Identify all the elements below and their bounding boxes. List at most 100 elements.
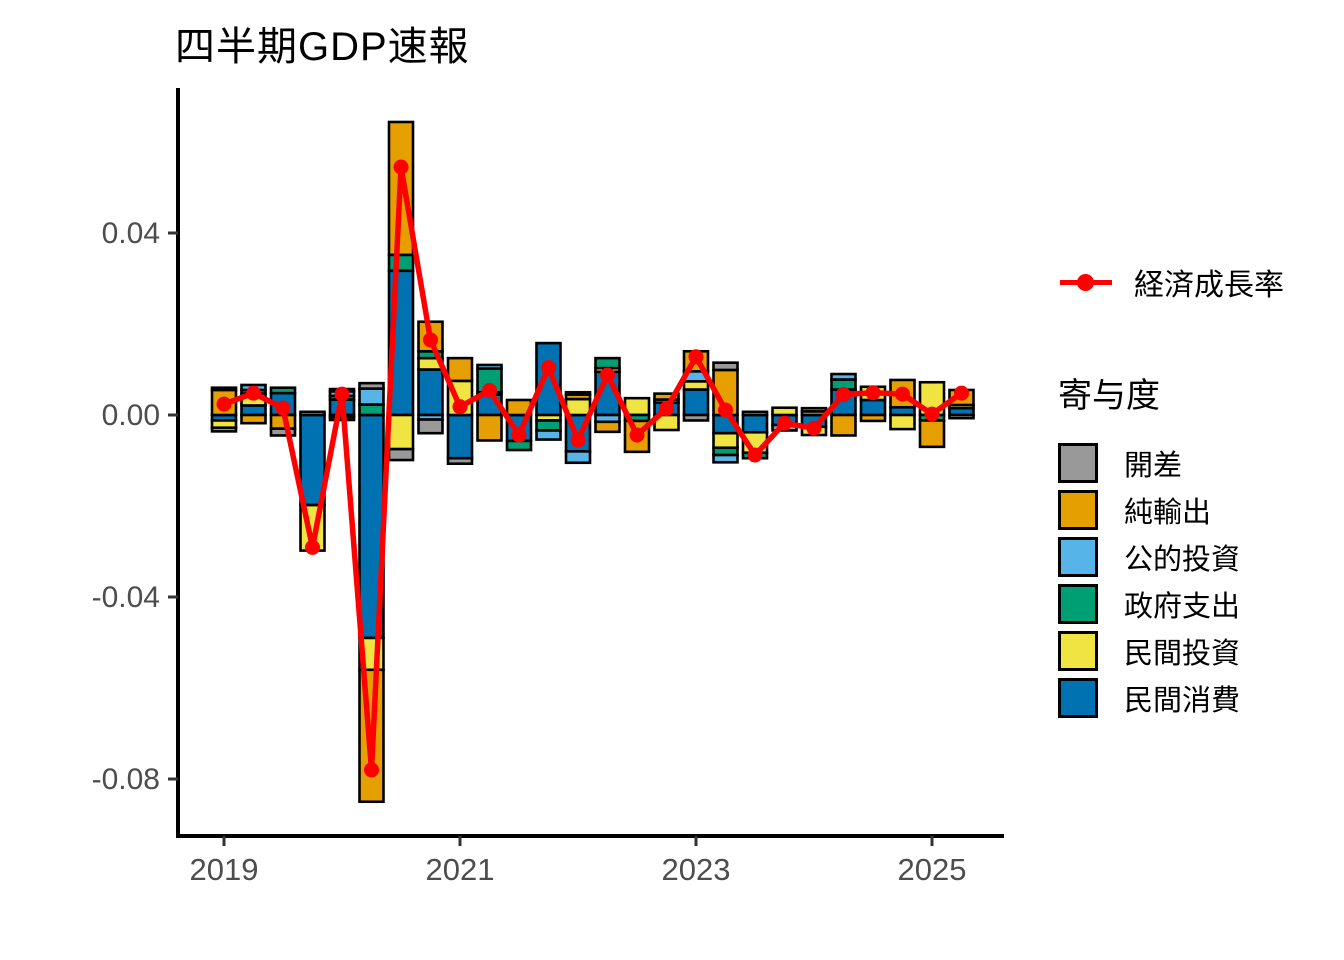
x-tick-label: 2021 [426, 852, 495, 887]
bar-segment-2024Q3-純輸出 [859, 413, 887, 423]
legend-item-private-consumption: 民間消費 [1058, 678, 1338, 718]
y-tick-label: -0.08 [92, 763, 160, 796]
legend-item-gap: 開差 [1058, 443, 1338, 483]
growth-rate-point-2024Q1 [806, 420, 822, 436]
growth-rate-point-2019Q4 [305, 539, 320, 555]
bar-segment-2023Q4-民間投資 [771, 406, 798, 417]
growth-rate-point-2025Q2 [954, 385, 969, 401]
legend-panel: 経済成長率 寄与度 開差 純輸出 公的投資 政府支出 民間投資 民間消費 [1058, 258, 1338, 725]
growth-rate-point-2023Q4 [777, 415, 792, 431]
bar-segment-2020Q2-政府支出 [358, 403, 385, 417]
bar-segment-2023Q3-民間消費 [741, 413, 769, 434]
legend-item-private-investment: 民間投資 [1058, 631, 1338, 671]
swatch-public-investment [1058, 537, 1098, 577]
bar-segment-2025Q2-開差 [948, 413, 975, 420]
growth-rate-point-2025Q1 [924, 406, 940, 422]
legend-group-title: 寄与度 [1058, 377, 1160, 415]
growth-rate-point-2021Q1 [452, 399, 468, 415]
swatch-private-consumption [1058, 678, 1098, 718]
bar-segment-2020Q3-政府支出 [387, 253, 415, 273]
bar-segment-2023Q2-公的投資 [712, 453, 739, 464]
y-tick-label: 0.04 [102, 217, 160, 250]
bar-segment-2021Q4-政府支出 [535, 419, 562, 432]
x-tick-label: 2019 [190, 852, 259, 887]
bar-segment-2019Q2-民間消費 [240, 404, 267, 417]
bar-segment-2019Q4-民間消費 [299, 413, 326, 507]
legend-growth-line-entry: 経済成長率 [1058, 258, 1338, 306]
bar-segment-2021Q1-民間消費 [446, 413, 474, 460]
y-tick-label: 0.00 [102, 399, 160, 432]
growth-rate-point-2020Q1 [334, 386, 350, 402]
bar-segment-2019Q4-純輸出 [299, 410, 326, 417]
growth-rate-point-2023Q2 [718, 402, 733, 418]
bar-segment-2019Q3-政府支出 [269, 386, 297, 395]
bar-segment-2019Q2-純輸出 [240, 413, 267, 425]
legend-item-government-spending: 政府支出 [1058, 584, 1338, 624]
growth-rate-point-2019Q2 [246, 385, 261, 401]
legend-item-net-exports: 純輸出 [1058, 490, 1338, 530]
legend-growth-line-label: 経済成長率 [1134, 269, 1284, 302]
bar-segment-2020Q3-民間投資 [387, 413, 415, 451]
bar-segment-2022Q1-開差 [564, 390, 592, 396]
growth-rate-point-2022Q3 [629, 427, 645, 443]
growth-rate-point-2024Q2 [836, 387, 851, 403]
growth-rate-point-2021Q2 [482, 382, 497, 398]
x-tick-label: 2023 [662, 852, 731, 887]
bar-segment-2023Q1-開差 [682, 413, 710, 422]
growth-rate-point-2020Q4 [423, 332, 438, 348]
bar-segment-2024Q2-公的投資 [830, 372, 857, 381]
growth-rate-point-2022Q1 [570, 432, 586, 448]
bar-segment-2024Q2-純輸出 [830, 413, 857, 437]
bar-segment-2019Q1-公的投資 [210, 426, 238, 433]
bar-segment-2019Q1-開差 [210, 386, 238, 392]
growth-rate-point-2024Q3 [865, 385, 881, 401]
growth-rate-point-2019Q1 [216, 396, 232, 412]
bar-segment-2025Q1-純輸出 [918, 419, 946, 449]
chart-title: 四半期GDP速報 [175, 25, 470, 69]
bar-segment-2023Q1-民間消費 [682, 388, 710, 417]
bar-segment-2024Q1-開差 [800, 406, 828, 413]
growth-rate-point-2020Q2 [364, 762, 379, 778]
bar-segment-2019Q3-開差 [269, 427, 297, 437]
bar-segment-2021Q2-公的投資 [476, 363, 503, 370]
growth-rate-line [221, 164, 965, 773]
growth-rate-point-2019Q3 [275, 400, 291, 416]
growth-rate-point-2024Q4 [895, 386, 910, 402]
bar-segment-2021Q4-民間消費 [535, 341, 562, 417]
bar-segment-2022Q2-政府支出 [594, 356, 621, 370]
swatch-private-investment [1058, 631, 1098, 671]
growth-rate-point-2023Q3 [747, 447, 763, 463]
bar-segment-2022Q2-純輸出 [594, 420, 621, 434]
bar-segment-2021Q4-公的投資 [535, 429, 562, 441]
bar-segment-2024Q3-民間消費 [859, 398, 887, 417]
legend-label-public-investment: 公的投資 [1124, 544, 1241, 576]
legend-label-private-investment: 民間投資 [1124, 638, 1241, 670]
growth-rate-point-2021Q3 [511, 427, 527, 443]
bar-segment-2023Q3-純輸出 [741, 410, 769, 417]
bar-segment-2020Q4-開差 [417, 418, 444, 435]
growth-rate-point-2020Q3 [393, 159, 409, 175]
growth-rate-point-2022Q4 [659, 401, 674, 417]
bar-segment-2023Q2-開差 [712, 361, 739, 372]
growth-rate-point-2022Q2 [600, 367, 615, 383]
swatch-net-exports [1058, 490, 1098, 530]
bar-segment-2021Q1-開差 [446, 456, 474, 465]
bar-segment-2021Q1-純輸出 [446, 356, 474, 383]
bar-segment-2024Q4-民間投資 [889, 413, 916, 431]
growth-rate-point-2023Q1 [688, 349, 704, 365]
growth-line-key-icon [1058, 258, 1114, 306]
x-tick-label: 2025 [898, 852, 967, 887]
bar-segment-2023Q2-民間投資 [712, 431, 739, 450]
growth-rate-point-2021Q4 [541, 360, 556, 376]
bar-segment-2022Q1-公的投資 [564, 450, 592, 465]
bar-segment-2020Q2-開差 [358, 381, 385, 390]
legend-label-net-exports: 純輸出 [1124, 497, 1212, 529]
bar-segment-2021Q2-純輸出 [476, 413, 503, 442]
legend-item-public-investment: 公的投資 [1058, 537, 1338, 577]
bar-segment-2020Q3-開差 [387, 447, 415, 462]
bar-segment-2020Q2-公的投資 [358, 387, 385, 406]
swatch-gap [1058, 443, 1098, 483]
y-tick-label: -0.04 [92, 581, 160, 614]
swatch-government-spending [1058, 584, 1098, 624]
